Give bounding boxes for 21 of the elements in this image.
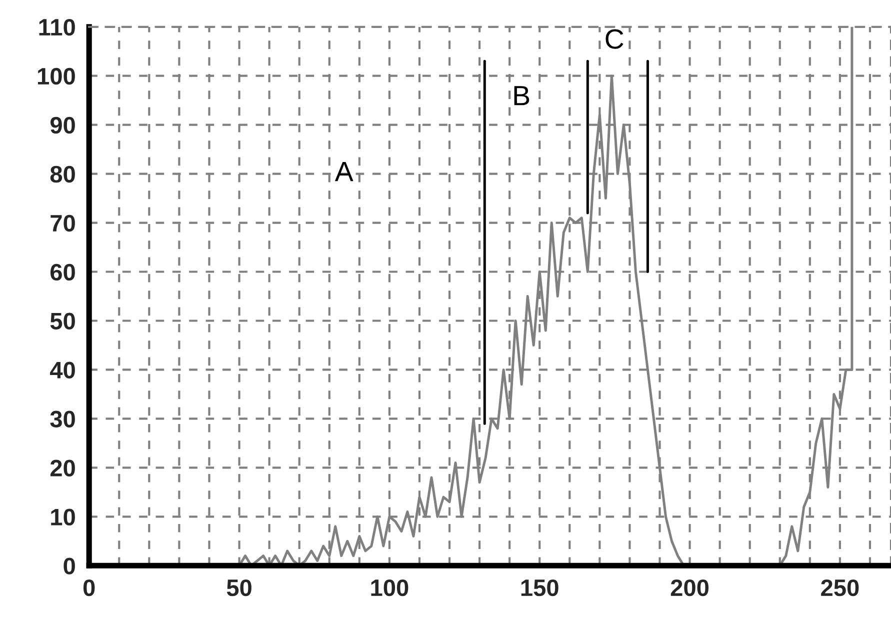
y-tick-label: 80 <box>50 166 75 183</box>
y-tick-label: 50 <box>50 312 75 330</box>
x-tick-label: 150 <box>521 579 558 596</box>
y-tick-label: 40 <box>50 362 75 379</box>
annotation: C <box>606 29 624 49</box>
x-tick-label: 50 <box>226 579 252 596</box>
y-tick-label: 110 <box>39 18 75 36</box>
y-tick-label: 60 <box>50 264 75 281</box>
y-tick-label: 90 <box>50 116 75 134</box>
y-tick-label: 100 <box>38 68 75 85</box>
annotation: B <box>514 86 530 106</box>
y-tick-label: 20 <box>50 460 75 476</box>
x-tick-label: 100 <box>371 579 408 596</box>
y-tick-label: 0 <box>64 558 75 574</box>
y-tick-label: 10 <box>51 508 75 526</box>
y-tick-label: 70 <box>50 214 75 232</box>
y-tick-label: 30 <box>50 410 75 428</box>
annotation: A <box>334 162 354 182</box>
x-tick-label: 250 <box>821 579 859 596</box>
x-tick-label: 0 <box>83 579 95 596</box>
x-tick-label: 200 <box>670 579 709 596</box>
